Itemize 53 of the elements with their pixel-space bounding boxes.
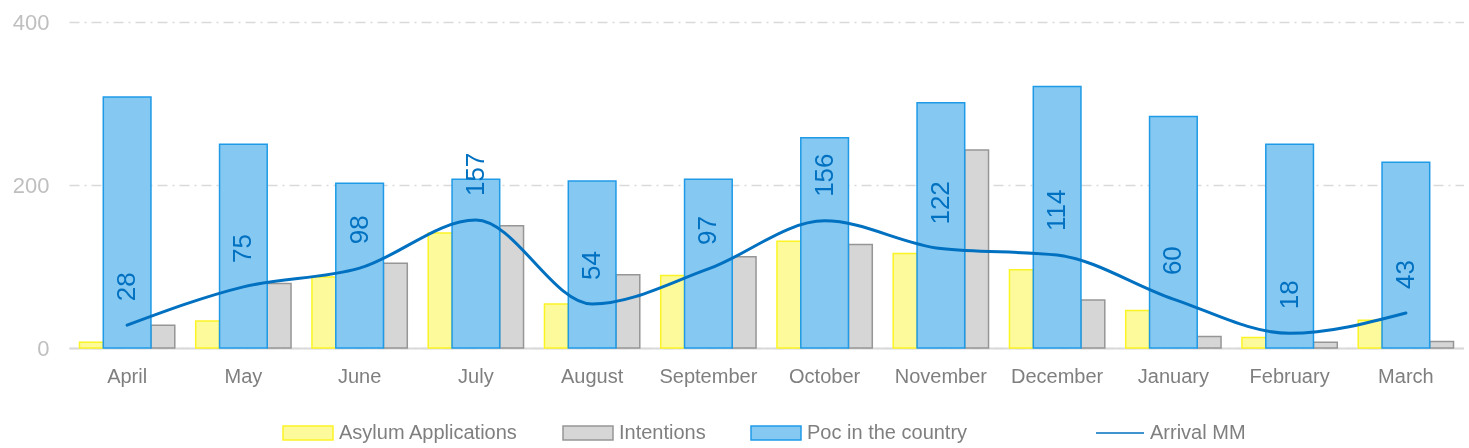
bar — [427, 232, 453, 349]
bar — [1124, 309, 1151, 349]
bar — [311, 276, 337, 349]
bar — [335, 182, 385, 349]
x-tick-label: October — [789, 364, 861, 387]
bar — [1265, 143, 1315, 349]
x-tick-label: July — [458, 364, 494, 387]
data-label: 54 — [576, 251, 607, 280]
y-tick-label: 0 — [37, 335, 50, 361]
bar — [776, 240, 802, 349]
bar — [102, 96, 152, 349]
data-label: 18 — [1273, 280, 1304, 310]
data-label: 114 — [1041, 189, 1072, 232]
legend-label: Asylum Applications — [339, 421, 517, 443]
data-label: 60 — [1157, 246, 1188, 276]
bar — [567, 180, 617, 349]
data-label: 157 — [459, 152, 490, 197]
bar — [916, 101, 966, 349]
bar — [659, 274, 686, 349]
x-tick-label: March — [1378, 364, 1434, 387]
y-tick-label: 400 — [12, 9, 50, 35]
legend-label: Poc in the country — [807, 421, 968, 443]
legend-label: Arrival MM — [1150, 421, 1246, 443]
data-label: 98 — [343, 215, 374, 245]
data-label: 97 — [692, 216, 723, 245]
x-tick-label: August — [560, 364, 624, 387]
bar — [543, 303, 570, 349]
bar — [1008, 269, 1035, 349]
data-label: 75 — [227, 233, 258, 263]
data-label: 43 — [1389, 260, 1420, 289]
bar — [1381, 161, 1431, 349]
bar — [1241, 336, 1267, 349]
bar — [194, 320, 221, 349]
x-tick-label: April — [107, 364, 148, 387]
data-label: 122 — [924, 181, 955, 225]
bar — [218, 143, 268, 349]
data-label: 28 — [111, 272, 142, 302]
bar — [800, 136, 850, 349]
bar — [683, 178, 733, 349]
x-tick-label: May — [224, 364, 263, 387]
x-tick-label: November — [894, 364, 988, 387]
x-tick-label: January — [1137, 364, 1209, 387]
legend-label: Intentions — [619, 421, 706, 443]
bar — [1148, 115, 1198, 349]
bar — [1032, 85, 1082, 349]
bar — [892, 252, 918, 349]
data-label: 156 — [808, 153, 839, 197]
x-tick-label: February — [1249, 364, 1330, 387]
bar — [78, 341, 105, 349]
x-tick-label: December — [1010, 364, 1104, 387]
y-tick-label: 200 — [12, 172, 50, 198]
x-tick-label: June — [337, 364, 382, 387]
x-tick-label: September — [659, 364, 758, 387]
